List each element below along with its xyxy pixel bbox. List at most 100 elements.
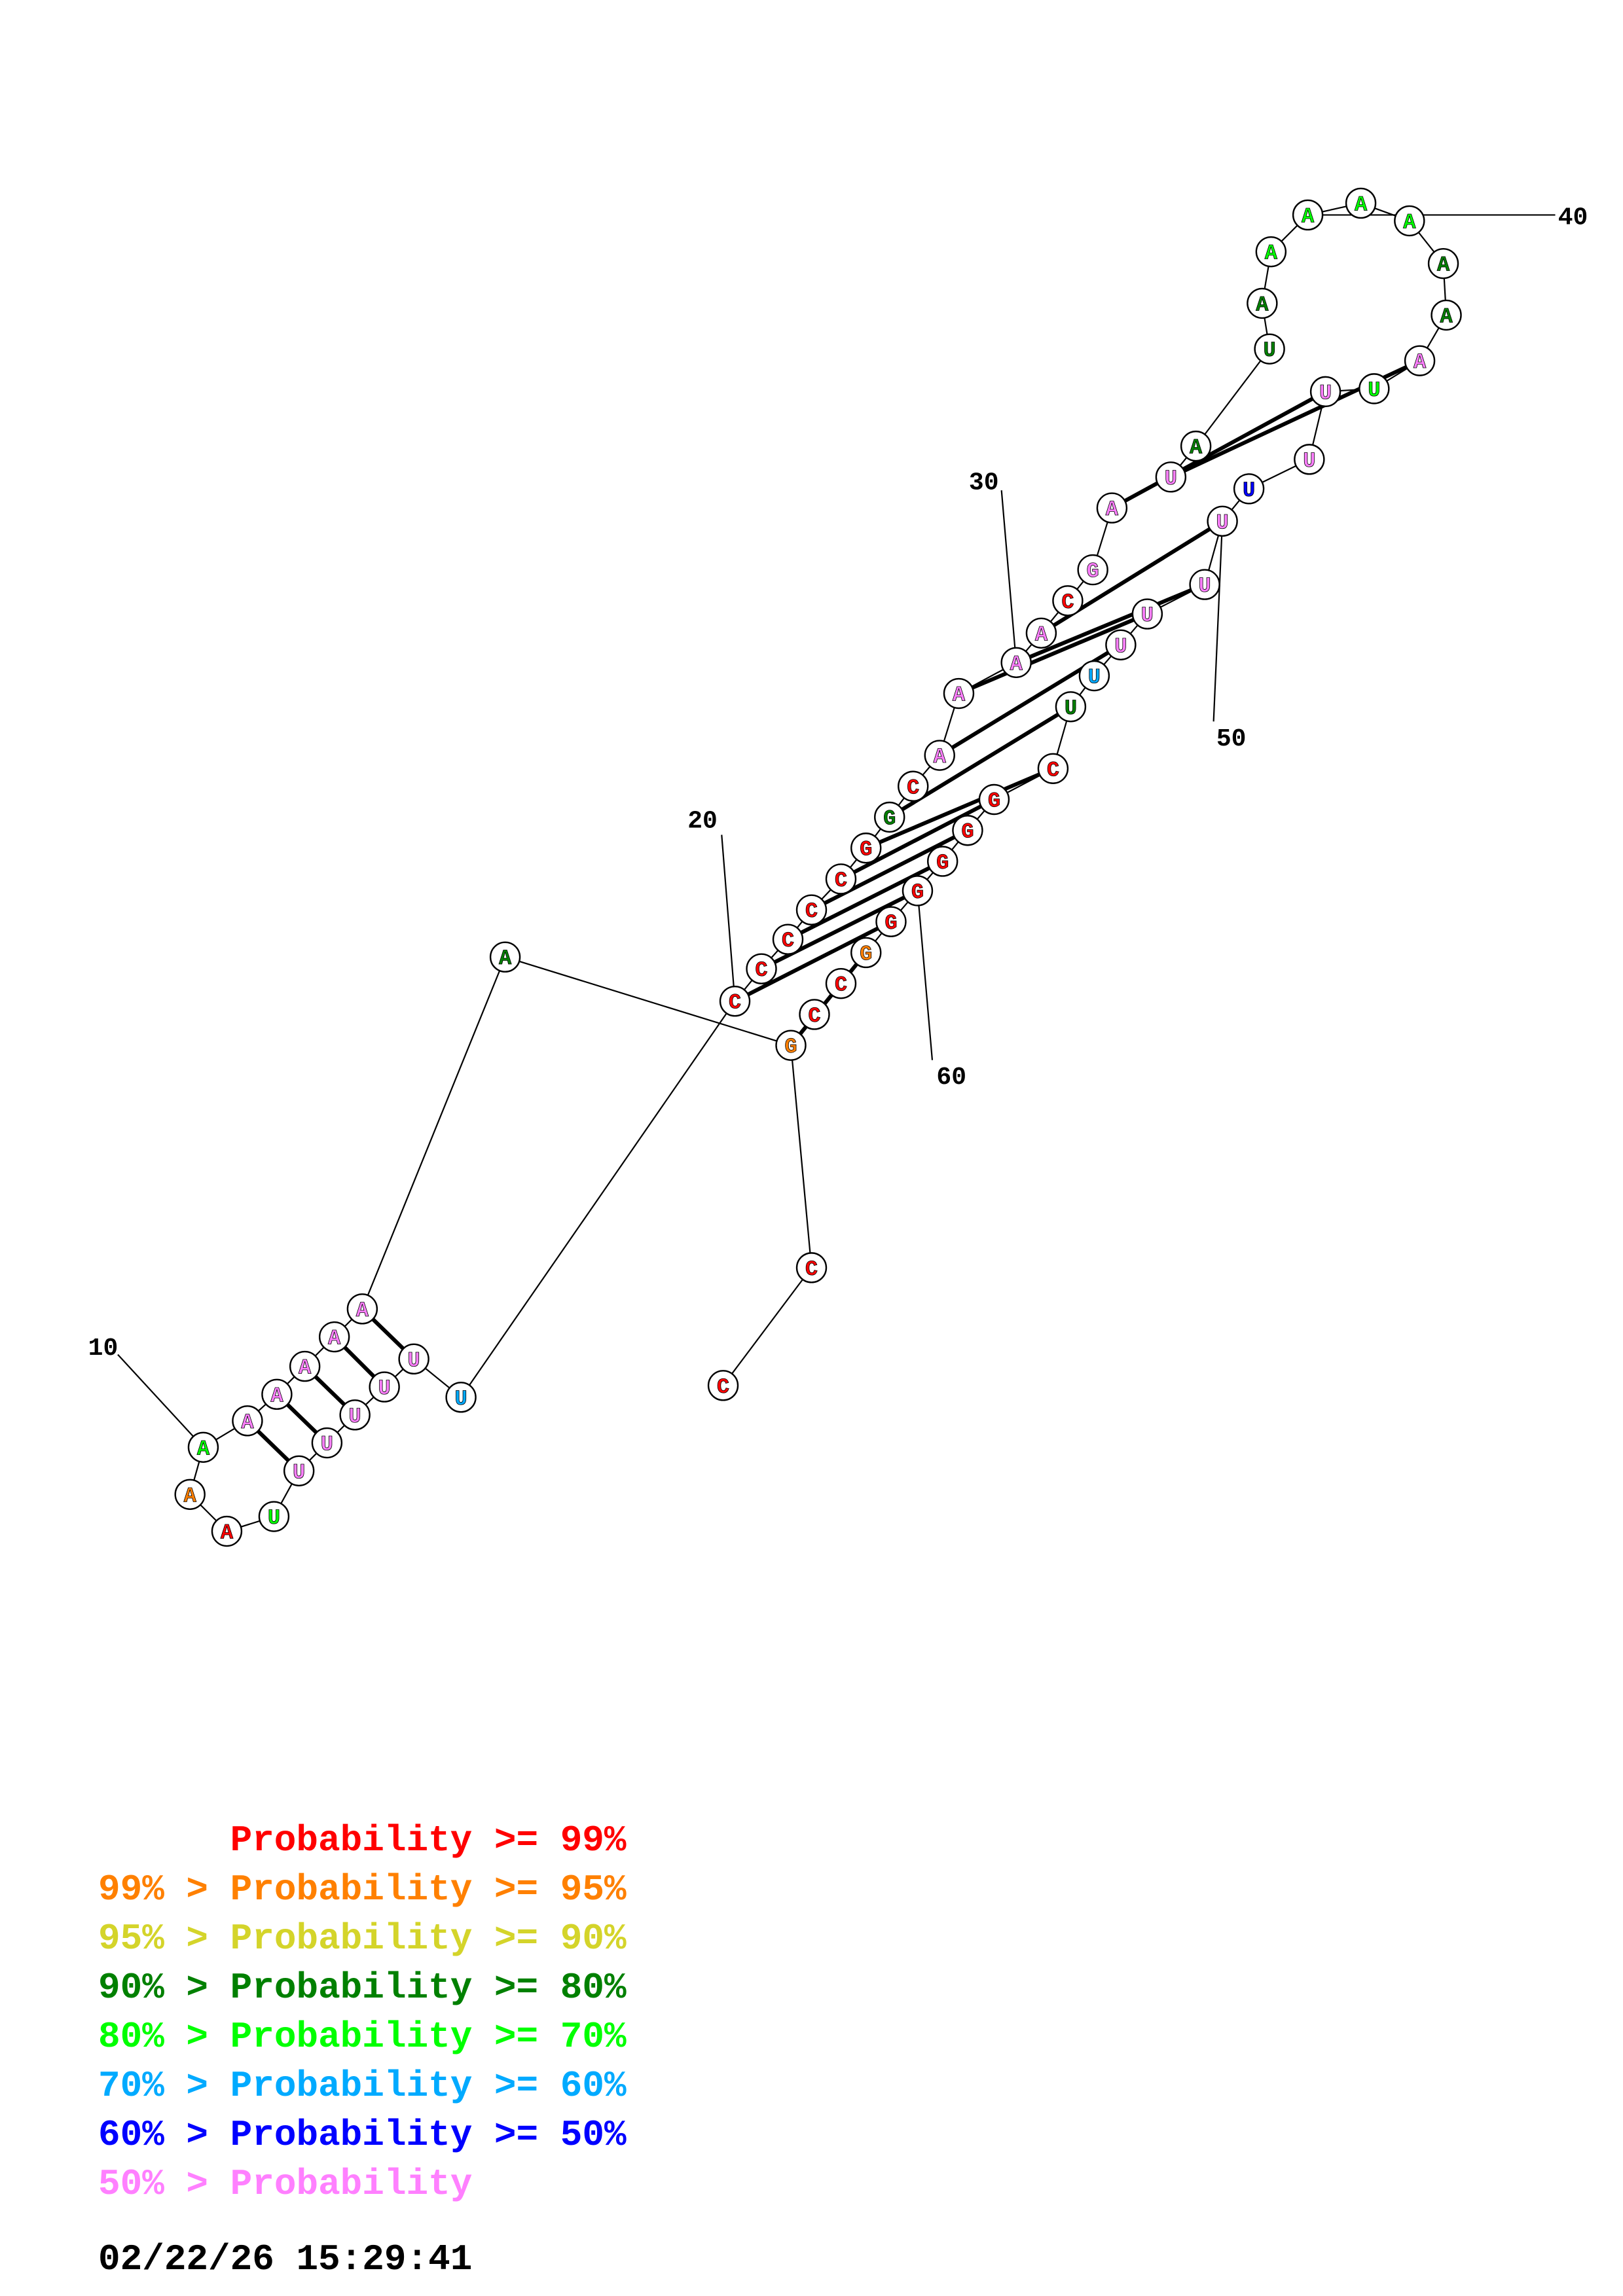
probability-legend: Probability >= 99% 99% > Probability >= 9…: [98, 1816, 627, 2209]
nucleotide-circle: [311, 1427, 343, 1459]
nucleotide: G: [775, 1030, 807, 1061]
position-label-ticks: [117, 214, 1556, 1448]
nucleotide-base: A: [1437, 253, 1450, 278]
nucleotide: G: [952, 815, 983, 846]
backbone-link: [1195, 348, 1270, 447]
nucleotide-base: C: [835, 973, 847, 997]
nucleotide-base: G: [860, 942, 872, 966]
nucleotide-circle: [1131, 598, 1163, 630]
nucleotide: C: [707, 1370, 739, 1401]
backbone-link: [722, 1267, 812, 1386]
nucleotide: C: [772, 924, 804, 955]
nucleotide: G: [927, 846, 958, 877]
nucleotide: A: [174, 1479, 206, 1510]
nucleotide-circle: [1189, 569, 1220, 600]
nucleotide-base: G: [936, 851, 949, 875]
nucleotide-base: C: [1061, 590, 1074, 615]
legend-label: Probability: [230, 1869, 473, 1910]
legend-label: Probability: [230, 2163, 473, 2205]
nucleotide-base: A: [1035, 622, 1048, 647]
nucleotide-circle: [1233, 473, 1265, 505]
nucleotide-circle: [1427, 247, 1459, 279]
legend-threshold-prefix: 60% >: [98, 2114, 230, 2156]
nucleotide-circle: [1404, 345, 1436, 376]
nucleotide: A: [1000, 647, 1032, 678]
nucleotide: A: [211, 1515, 243, 1547]
nucleotide-base: U: [1065, 696, 1077, 721]
nucleotide: A: [943, 677, 975, 709]
nucleotide-base: U: [378, 1376, 391, 1401]
nucleotide-base: U: [408, 1348, 420, 1372]
nucleotide-base: G: [784, 1035, 797, 1059]
nucleotide: A: [261, 1378, 293, 1410]
nucleotide: A: [1096, 492, 1128, 524]
nucleotide: C: [746, 953, 777, 984]
nucleotide-base: A: [934, 745, 947, 769]
nucleotide-base: G: [988, 789, 1000, 814]
nucleotide-circle: [1052, 585, 1084, 617]
nucleotide-circle: [174, 1479, 206, 1510]
nucleotide: U: [1294, 444, 1325, 475]
nucleotide-base: U: [1319, 381, 1332, 405]
nucleotide: C: [795, 1252, 828, 1283]
nucleotide-circle: [825, 968, 857, 999]
nucleotide-circle: [398, 1343, 429, 1375]
nucleotide-base: U: [1368, 378, 1380, 403]
nucleotide-circle: [1345, 187, 1377, 219]
nucleotide-base: C: [805, 899, 818, 924]
nucleotide-base: U: [1264, 338, 1276, 363]
nucleotide-base: A: [1403, 210, 1416, 234]
nucleotide-base: C: [805, 1257, 818, 1282]
nucleotide-base: U: [268, 1506, 280, 1530]
base-pair-bond: [760, 889, 919, 971]
legend-threshold-prefix: 50% >: [98, 2163, 230, 2205]
nucleotide-circle: [1155, 461, 1187, 493]
nucleotide-circle: [289, 1350, 321, 1382]
nucleotide: U: [1155, 461, 1187, 493]
nucleotide: U: [1359, 373, 1390, 404]
legend-threshold-prefix: 90% >: [98, 1967, 230, 2009]
nucleotide-circle: [924, 740, 955, 771]
nucleotide-base: U: [1199, 574, 1211, 598]
nucleotide-base: A: [1265, 242, 1278, 266]
nucleotide-base: U: [455, 1387, 467, 1411]
nucleotide-circle: [1255, 236, 1287, 268]
nucleotide-base: A: [197, 1437, 210, 1461]
nucleotide: A: [187, 1431, 219, 1463]
legend-label: Probability: [230, 2065, 473, 2107]
nucleotide-base: G: [883, 806, 896, 831]
base-pair-bond: [840, 797, 995, 881]
nucleotide-base: A: [1302, 204, 1315, 228]
nucleotide-base: A: [241, 1410, 254, 1435]
nucleotide: U: [258, 1501, 290, 1532]
nucleotide: C: [825, 863, 857, 895]
nucleotide: G: [875, 906, 907, 937]
nucleotide-circle: [1096, 492, 1128, 524]
legend-row: 80% > Probability >= 70%: [98, 2013, 627, 2062]
legend-threshold-prefix: 70% >: [98, 2065, 230, 2107]
nucleotide-circle: [1000, 647, 1032, 678]
backbone-links: [189, 202, 1448, 1532]
base-pair-bonds: [246, 359, 1421, 1473]
nucleotide: C: [1052, 585, 1084, 617]
position-label-tick: [1000, 490, 1017, 663]
nucleotide-base: G: [860, 838, 872, 862]
nucleotide-circle: [978, 783, 1010, 816]
legend-threshold-prefix: 99% >: [98, 1869, 230, 1910]
base-pair-bond: [1015, 583, 1206, 665]
nucleotide-circle: [1359, 373, 1390, 404]
nucleotide: A: [232, 1405, 263, 1437]
nucleotide-base: C: [755, 958, 767, 982]
nucleotide-circle: [850, 937, 882, 969]
nucleotide: A: [1431, 299, 1462, 331]
nucleotide-base: A: [270, 1384, 283, 1408]
nucleotide-base: G: [911, 880, 924, 905]
nucleotide-circle: [1180, 430, 1212, 462]
nucleotide: U: [1207, 505, 1238, 537]
nucleotide-base: A: [1190, 436, 1203, 460]
nucleotide: G: [1077, 554, 1108, 586]
nucleotide-circle: [902, 875, 934, 906]
backbone-link: [505, 956, 792, 1047]
nucleotide-base: A: [299, 1356, 312, 1380]
nucleotide: C: [799, 999, 830, 1030]
